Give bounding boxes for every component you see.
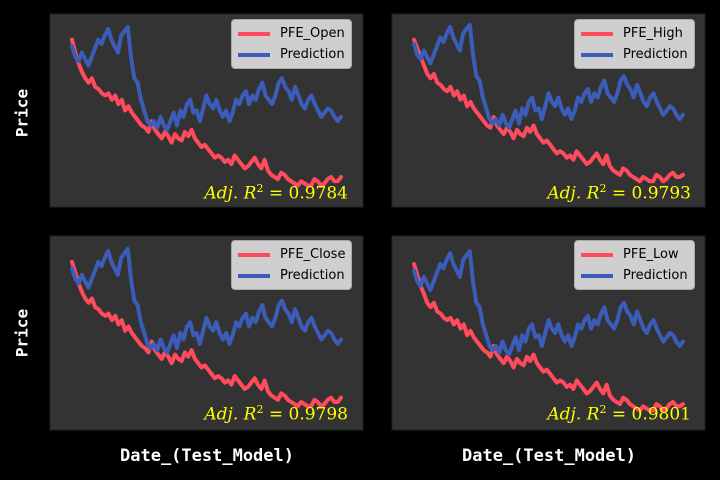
- r2-value: 0.9798: [288, 404, 348, 425]
- r2-annotation-bottom-right: Adj. R2 = 0.9801: [547, 403, 691, 425]
- legend-entry-prediction: Prediction: [581, 265, 688, 286]
- legend-swatch-actual: [238, 252, 270, 257]
- legend-bottom-right: PFE_Low Prediction: [574, 240, 695, 290]
- series-line-prediction: [70, 24, 343, 132]
- series-line-actual: [412, 37, 685, 184]
- r2-annotation-top-right: Adj. R2 = 0.9793: [547, 182, 691, 204]
- series-line-prediction: [412, 249, 685, 357]
- legend-entry-prediction: Prediction: [581, 44, 688, 65]
- r2-equals: =: [611, 183, 627, 204]
- r2-equals: =: [268, 183, 284, 204]
- r2-annotation-bottom-left: Adj. R2 = 0.9798: [204, 403, 348, 425]
- legend-swatch-actual: [581, 252, 613, 257]
- legend-label-actual: PFE_High: [623, 26, 683, 41]
- legend-swatch-actual: [238, 31, 270, 36]
- r2-prefix: Adj.: [204, 183, 239, 204]
- legend-entry-actual: PFE_High: [581, 23, 688, 44]
- r2-equals: =: [268, 404, 284, 425]
- legend-swatch-prediction: [238, 52, 270, 57]
- r2-value: 0.9784: [288, 183, 348, 204]
- legend-label-actual: PFE_Open: [280, 26, 345, 41]
- r2-superscript: 2: [256, 403, 264, 416]
- r2-symbol: R: [243, 183, 257, 204]
- legend-label-actual: PFE_Low: [623, 247, 679, 262]
- r2-prefix: Adj.: [547, 183, 582, 204]
- legend-label-actual: PFE_Close: [280, 247, 346, 262]
- x-axis-label-right: Date_(Test_Model): [462, 446, 636, 466]
- r2-value: 0.9793: [631, 183, 691, 204]
- legend-swatch-prediction: [581, 273, 613, 278]
- r2-symbol: R: [586, 404, 600, 425]
- legend-entry-prediction: Prediction: [238, 44, 345, 65]
- series-line-prediction: [70, 246, 343, 355]
- legend-label-prediction: Prediction: [280, 268, 345, 283]
- legend-entry-actual: PFE_Low: [581, 244, 688, 265]
- r2-superscript: 2: [256, 182, 264, 195]
- r2-superscript: 2: [599, 403, 607, 416]
- legend-entry-prediction: Prediction: [238, 265, 345, 286]
- r2-value: 0.9801: [631, 404, 691, 425]
- legend-bottom-left: PFE_Close Prediction: [231, 240, 353, 290]
- legend-swatch-actual: [581, 31, 613, 36]
- legend-label-prediction: Prediction: [623, 47, 688, 62]
- r2-superscript: 2: [599, 182, 607, 195]
- legend-top-right: PFE_High Prediction: [574, 19, 695, 69]
- series-line-actual: [70, 37, 343, 188]
- r2-annotation-top-left: Adj. R2 = 0.9784: [204, 182, 348, 204]
- legend-label-prediction: Prediction: [623, 268, 688, 283]
- legend-entry-actual: PFE_Open: [238, 23, 345, 44]
- series-line-actual: [70, 259, 343, 409]
- r2-equals: =: [611, 404, 627, 425]
- r2-prefix: Adj.: [204, 404, 239, 425]
- y-axis-label-bottom: Price: [12, 308, 32, 358]
- legend-label-prediction: Prediction: [280, 47, 345, 62]
- x-axis-label-left: Date_(Test_Model): [120, 446, 294, 466]
- legend-entry-actual: PFE_Close: [238, 244, 345, 265]
- series-line-prediction: [412, 22, 685, 130]
- legend-swatch-prediction: [238, 273, 270, 278]
- series-line-actual: [412, 262, 685, 413]
- r2-prefix: Adj.: [547, 404, 582, 425]
- r2-symbol: R: [243, 404, 257, 425]
- y-axis-label-top: Price: [12, 88, 32, 138]
- legend-swatch-prediction: [581, 52, 613, 57]
- legend-top-left: PFE_Open Prediction: [231, 19, 352, 69]
- r2-symbol: R: [586, 183, 600, 204]
